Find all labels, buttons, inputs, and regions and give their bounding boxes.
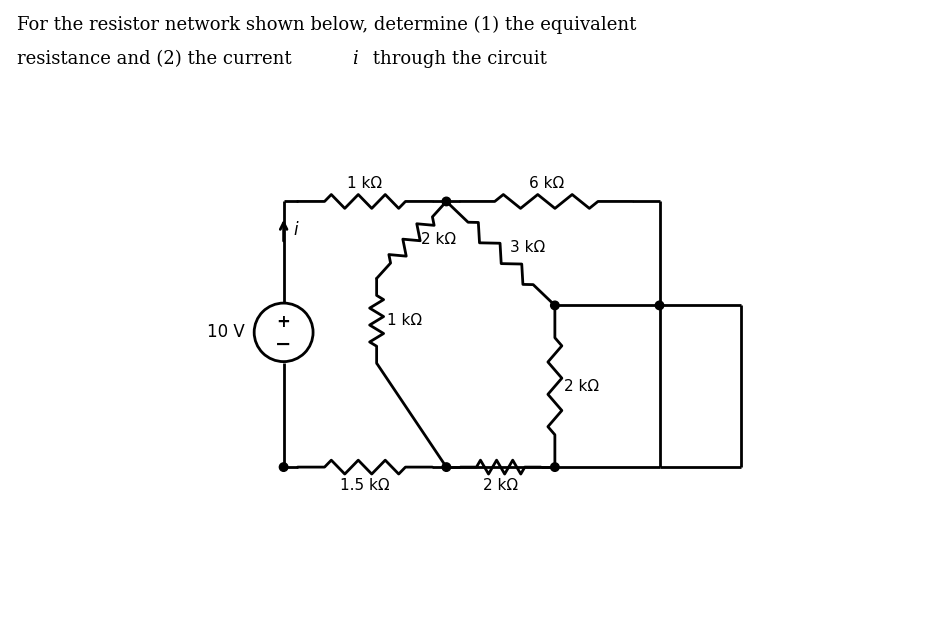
Text: 1.5 kΩ: 1.5 kΩ	[340, 478, 389, 493]
Circle shape	[550, 463, 559, 471]
Text: 2 kΩ: 2 kΩ	[564, 379, 599, 394]
Text: 2 kΩ: 2 kΩ	[483, 478, 519, 493]
Circle shape	[550, 301, 559, 309]
Text: 3 kΩ: 3 kΩ	[510, 240, 545, 255]
Circle shape	[442, 463, 450, 471]
Text: 6 kΩ: 6 kΩ	[529, 175, 564, 191]
Text: i: i	[293, 221, 298, 239]
Circle shape	[655, 301, 664, 309]
Text: through the circuit: through the circuit	[367, 50, 547, 68]
Text: 1 kΩ: 1 kΩ	[388, 313, 422, 329]
Text: i: i	[352, 50, 358, 68]
Text: 2 kΩ: 2 kΩ	[421, 232, 456, 247]
Text: +: +	[277, 313, 290, 331]
Circle shape	[442, 197, 450, 206]
Text: For the resistor network shown below, determine (1) the equivalent: For the resistor network shown below, de…	[17, 16, 636, 33]
Text: 10 V: 10 V	[207, 324, 245, 342]
Circle shape	[279, 463, 288, 471]
Text: −: −	[275, 334, 292, 353]
Text: resistance and (2) the current: resistance and (2) the current	[17, 50, 298, 68]
Text: 1 kΩ: 1 kΩ	[347, 175, 383, 191]
